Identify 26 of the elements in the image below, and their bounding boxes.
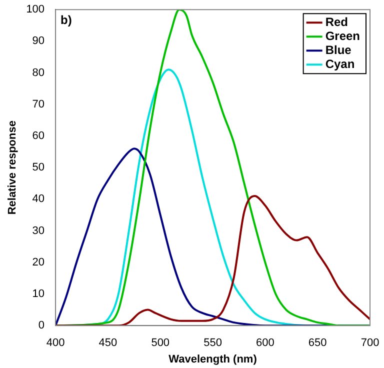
x-tick-label: 500 (151, 337, 170, 350)
y-tick-label: 10 (32, 288, 45, 300)
y-tick-label: 90 (32, 35, 45, 48)
y-tick-label: 70 (32, 98, 45, 110)
y-tick-label: 40 (32, 193, 45, 206)
line-series (56, 10, 370, 326)
legend-label: Red (325, 14, 348, 29)
y-tick-label: 80 (32, 66, 45, 79)
y-axis-title: Relative response (6, 120, 19, 215)
x-tick-label: 700 (360, 337, 380, 350)
chart-title: b) (60, 12, 72, 27)
y-tick-label: 100 (26, 4, 45, 16)
y-tick-label: 50 (32, 162, 45, 174)
x-axis-title: Wavelength (nm) (168, 353, 258, 366)
x-tick-label: 600 (256, 337, 274, 350)
x-tick-label: 650 (308, 337, 327, 350)
legend-label: Blue (325, 42, 352, 57)
x-tick-label: 550 (204, 337, 222, 350)
x-tick-label: 400 (46, 337, 65, 350)
legend-label: Cyan (325, 56, 355, 71)
legend-label: Green (325, 28, 360, 43)
x-tick-label: 450 (98, 337, 118, 350)
y-tick-label: 0 (38, 320, 45, 332)
y-tick-label: 20 (32, 256, 45, 268)
y-tick-label: 30 (32, 224, 45, 237)
y-tick-label: 60 (32, 130, 45, 142)
